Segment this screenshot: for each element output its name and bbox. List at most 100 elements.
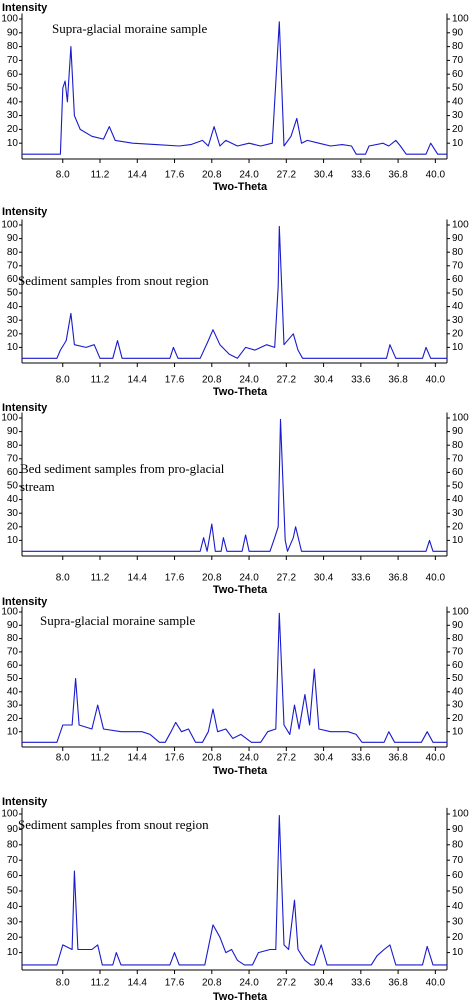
y-tick-label: 60 bbox=[7, 69, 19, 80]
x-tick-label: 33.6 bbox=[351, 170, 371, 181]
x-tick-label: 8.0 bbox=[56, 375, 70, 386]
y-tick-label: 60 bbox=[7, 274, 19, 285]
y-tick-label: 90 bbox=[7, 233, 19, 244]
annotation: Sediment samples from snout region bbox=[18, 817, 209, 832]
xrd-line bbox=[22, 418, 447, 552]
x-tick-label: 36.8 bbox=[388, 573, 408, 584]
x-tick-label: 36.8 bbox=[388, 753, 408, 764]
y2-tick-label: 100 bbox=[452, 607, 469, 618]
x-tick-label: 24.0 bbox=[239, 573, 259, 584]
x-tick-label: 27.2 bbox=[277, 573, 297, 584]
x-tick-label: 27.2 bbox=[277, 375, 297, 386]
x-tick-label: 20.8 bbox=[202, 753, 222, 764]
y-tick-label: 20 bbox=[7, 328, 19, 339]
y2-tick-label: 30 bbox=[452, 110, 464, 121]
y2-tick-label: 20 bbox=[452, 124, 464, 135]
x-axis-label: Two-Theta bbox=[213, 765, 268, 777]
x-tick-label: 17.6 bbox=[165, 753, 185, 764]
y2-tick-label: 80 bbox=[452, 440, 464, 451]
x-tick-label: 40.0 bbox=[426, 170, 446, 181]
xrd-line bbox=[22, 814, 447, 966]
y-tick-label: 30 bbox=[7, 315, 19, 326]
x-tick-label: 11.2 bbox=[91, 753, 110, 764]
y2-tick-label: 50 bbox=[452, 83, 464, 94]
y2-tick-label: 90 bbox=[452, 233, 464, 244]
y-tick-label: 70 bbox=[7, 55, 19, 66]
y2-tick-label: 10 bbox=[452, 342, 464, 353]
x-tick-label: 17.6 bbox=[165, 573, 185, 584]
y2-tick-label: 100 bbox=[452, 809, 469, 820]
y2-tick-label: 70 bbox=[452, 260, 464, 271]
x-axis-label: Two-Theta bbox=[213, 584, 268, 596]
x-tick-label: 24.0 bbox=[239, 170, 259, 181]
y2-tick-label: 40 bbox=[452, 494, 464, 505]
y2-tick-label: 90 bbox=[452, 426, 464, 437]
y2-tick-label: 40 bbox=[452, 901, 464, 912]
y-tick-label: 80 bbox=[7, 839, 19, 850]
x-tick-label: 14.4 bbox=[128, 375, 148, 386]
x-tick-label: 14.4 bbox=[128, 170, 148, 181]
y2-tick-label: 80 bbox=[452, 247, 464, 258]
x-tick-label: 36.8 bbox=[388, 170, 408, 181]
x-tick-label: 24.0 bbox=[239, 978, 259, 989]
y-axis-label: Intensity bbox=[2, 596, 48, 608]
y-tick-label: 50 bbox=[7, 288, 19, 299]
x-axis-label: Two-Theta bbox=[213, 181, 268, 193]
y-tick-label: 50 bbox=[7, 83, 19, 94]
x-tick-label: 36.8 bbox=[388, 978, 408, 989]
x-tick-label: 30.4 bbox=[314, 170, 334, 181]
y-tick-label: 70 bbox=[7, 260, 19, 271]
y-tick-label: 90 bbox=[7, 27, 19, 38]
y2-tick-label: 60 bbox=[452, 69, 464, 80]
x-tick-label: 20.8 bbox=[202, 978, 222, 989]
x-tick-label: 40.0 bbox=[426, 375, 446, 386]
y-tick-label: 90 bbox=[7, 426, 19, 437]
y-tick-label: 60 bbox=[7, 660, 19, 671]
x-tick-label: 8.0 bbox=[56, 753, 70, 764]
y2-tick-label: 90 bbox=[452, 824, 464, 835]
y2-tick-label: 40 bbox=[452, 96, 464, 107]
y-axis-label: Intensity bbox=[2, 402, 48, 414]
x-tick-label: 14.4 bbox=[128, 573, 148, 584]
x-tick-label: 8.0 bbox=[56, 573, 70, 584]
y2-tick-label: 70 bbox=[452, 55, 464, 66]
x-tick-label: 27.2 bbox=[277, 170, 297, 181]
y-tick-label: 10 bbox=[7, 535, 19, 546]
y2-tick-label: 20 bbox=[452, 932, 464, 943]
y-tick-label: 40 bbox=[7, 901, 19, 912]
y2-tick-label: 50 bbox=[452, 673, 464, 684]
y-tick-label: 20 bbox=[7, 124, 19, 135]
y-tick-label: 60 bbox=[7, 467, 19, 478]
y-tick-label: 80 bbox=[7, 247, 19, 258]
y-tick-label: 30 bbox=[7, 700, 19, 711]
y2-tick-label: 80 bbox=[452, 839, 464, 850]
y2-tick-label: 90 bbox=[452, 27, 464, 38]
y-axis-label: Intensity bbox=[2, 206, 48, 218]
y-tick-label: 40 bbox=[7, 96, 19, 107]
x-tick-label: 20.8 bbox=[202, 573, 222, 584]
y-tick-label: 80 bbox=[7, 633, 19, 644]
annotation: Sediment samples from snout region bbox=[18, 273, 209, 288]
y2-tick-label: 30 bbox=[452, 508, 464, 519]
y-tick-label: 70 bbox=[7, 647, 19, 658]
y2-tick-label: 50 bbox=[452, 886, 464, 897]
x-tick-label: 8.0 bbox=[56, 978, 70, 989]
y2-tick-label: 80 bbox=[452, 633, 464, 644]
y2-tick-label: 60 bbox=[452, 660, 464, 671]
x-tick-label: 33.6 bbox=[351, 573, 371, 584]
x-tick-label: 11.2 bbox=[91, 573, 110, 584]
y2-tick-label: 90 bbox=[452, 620, 464, 631]
y-tick-label: 70 bbox=[7, 453, 19, 464]
y-tick-label: 80 bbox=[7, 440, 19, 451]
y-tick-label: 70 bbox=[7, 855, 19, 866]
y-tick-label: 10 bbox=[7, 726, 19, 737]
y2-tick-label: 70 bbox=[452, 855, 464, 866]
x-tick-label: 30.4 bbox=[314, 573, 334, 584]
x-axis-label: Two-Theta bbox=[213, 386, 268, 398]
y2-tick-label: 30 bbox=[452, 315, 464, 326]
y-tick-label: 40 bbox=[7, 494, 19, 505]
x-tick-label: 24.0 bbox=[239, 375, 259, 386]
y-tick-label: 100 bbox=[1, 413, 18, 424]
y-tick-label: 20 bbox=[7, 932, 19, 943]
x-tick-label: 27.2 bbox=[277, 978, 297, 989]
